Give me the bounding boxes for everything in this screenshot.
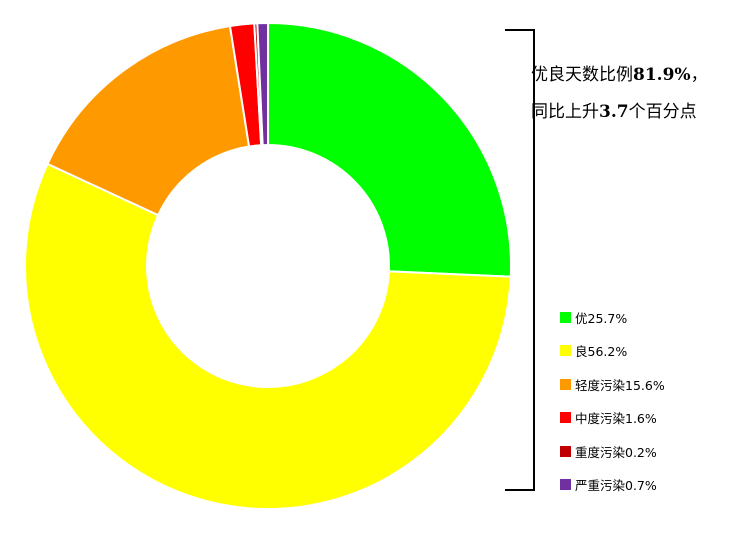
- legend-item: 严重污染0.7%: [560, 473, 665, 496]
- legend-swatch: [560, 345, 571, 357]
- donut-slice-6: [256, 21, 269, 147]
- legend-item: 中度污染1.6%: [560, 406, 665, 429]
- legend-label: 良56.2%: [575, 344, 628, 360]
- donut-slice-1: [267, 21, 512, 278]
- legend-item: 良56.2%: [560, 339, 665, 362]
- legend-label: 严重污染0.7%: [575, 477, 657, 493]
- legend-item: 轻度污染15.6%: [560, 373, 665, 396]
- legend-item: 重度污染0.2%: [560, 440, 665, 463]
- annotation-line-1: 优良天数比例81.9%，: [531, 64, 708, 86]
- legend-label: 重度污染0.2%: [575, 444, 657, 460]
- annotation-line-1-prefix: 优良天数比例: [531, 65, 633, 85]
- legend-label: 轻度污染15.6%: [575, 377, 665, 393]
- legend-swatch: [560, 312, 571, 323]
- donut-slice-3: [46, 24, 251, 217]
- legend-swatch: [560, 478, 571, 490]
- annotation-line-2-value: 3.7: [599, 102, 629, 122]
- legend-swatch: [560, 378, 571, 390]
- legend-label: 中度污染1.6%: [575, 411, 657, 427]
- legend-item: 优25.7%: [560, 306, 665, 329]
- annotation-line-1-value: 81.9%: [633, 65, 691, 85]
- annotation-line-2: 同比上升3.7个百分点: [531, 101, 697, 123]
- annotation-line-1-suffix: ，: [690, 65, 708, 85]
- legend-label: 优25.7%: [575, 311, 628, 326]
- annotation-line-2-suffix: 个百分点: [628, 102, 697, 122]
- annotation-line-2-prefix: 同比上升: [531, 102, 599, 122]
- legend-swatch: [560, 445, 571, 457]
- donut-slice-2: [24, 162, 512, 510]
- chart-legend: 优25.7% 良56.2% 轻度污染15.6% 中度污染1.6% 重度污染0.2% 严重污…: [560, 306, 665, 506]
- legend-swatch: [560, 412, 571, 424]
